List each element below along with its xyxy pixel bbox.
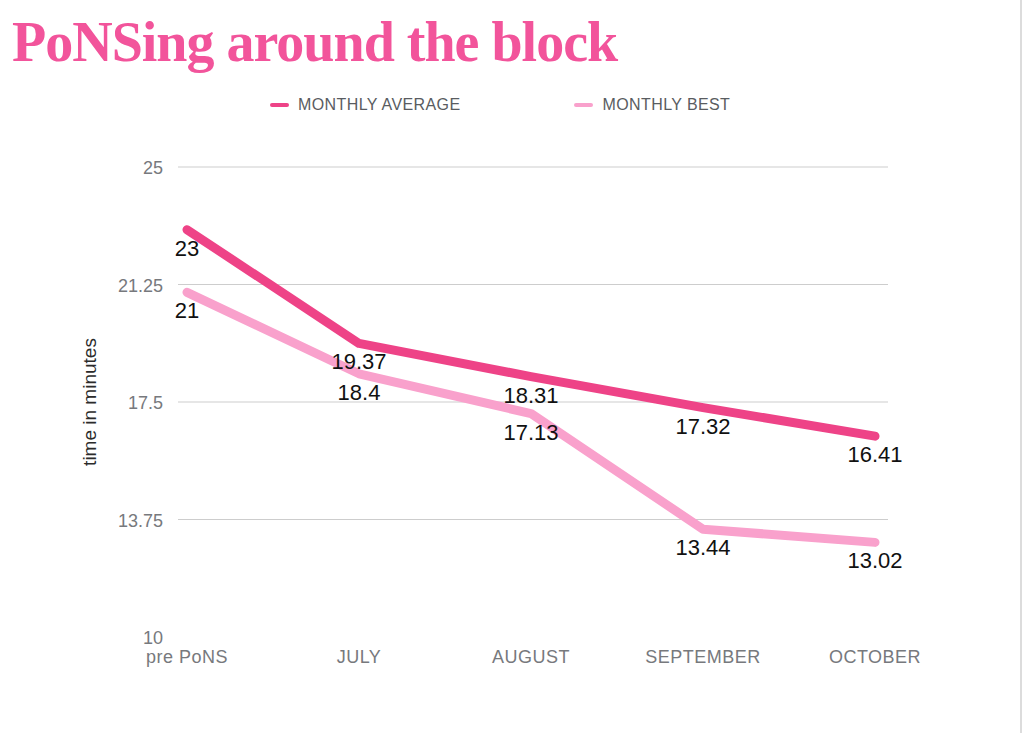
page-right-edge-divider bbox=[1020, 0, 1022, 733]
y-axis-tick-label: 25 bbox=[143, 158, 163, 178]
value-label: 18.4 bbox=[338, 380, 381, 405]
y-axis-title: time in minutes bbox=[79, 338, 100, 466]
page-background: PoNSing around the block MONTHLY AVERAGE… bbox=[0, 0, 1024, 733]
y-axis-tick-label: 10 bbox=[143, 628, 163, 648]
value-label: 18.31 bbox=[503, 383, 558, 408]
value-label: 21 bbox=[175, 298, 199, 323]
x-axis-category-label: AUGUST bbox=[492, 647, 570, 667]
chart-svg: 25 21.25 17.5 13.75 10 time in minutes pre PoN… bbox=[0, 0, 1024, 733]
line-chart: 25 21.25 17.5 13.75 10 time in minutes pre PoN… bbox=[0, 0, 1024, 733]
value-label: 23 bbox=[175, 236, 199, 261]
y-axis-tick-label: 21.25 bbox=[118, 276, 163, 296]
value-label: 17.13 bbox=[503, 420, 558, 445]
y-axis-tick-label: 13.75 bbox=[118, 511, 163, 531]
x-axis-category-label: OCTOBER bbox=[829, 647, 921, 667]
value-label: 16.41 bbox=[847, 442, 902, 467]
x-axis-category-label: pre PoNS bbox=[146, 647, 228, 667]
x-axis-category-label: SEPTEMBER bbox=[645, 647, 761, 667]
value-label: 19.37 bbox=[331, 349, 386, 374]
y-axis-tick-label: 17.5 bbox=[128, 393, 163, 413]
value-label: 13.02 bbox=[847, 548, 902, 573]
value-label: 17.32 bbox=[675, 414, 730, 439]
x-axis-category-label: JULY bbox=[337, 647, 382, 667]
value-label: 13.44 bbox=[675, 535, 730, 560]
